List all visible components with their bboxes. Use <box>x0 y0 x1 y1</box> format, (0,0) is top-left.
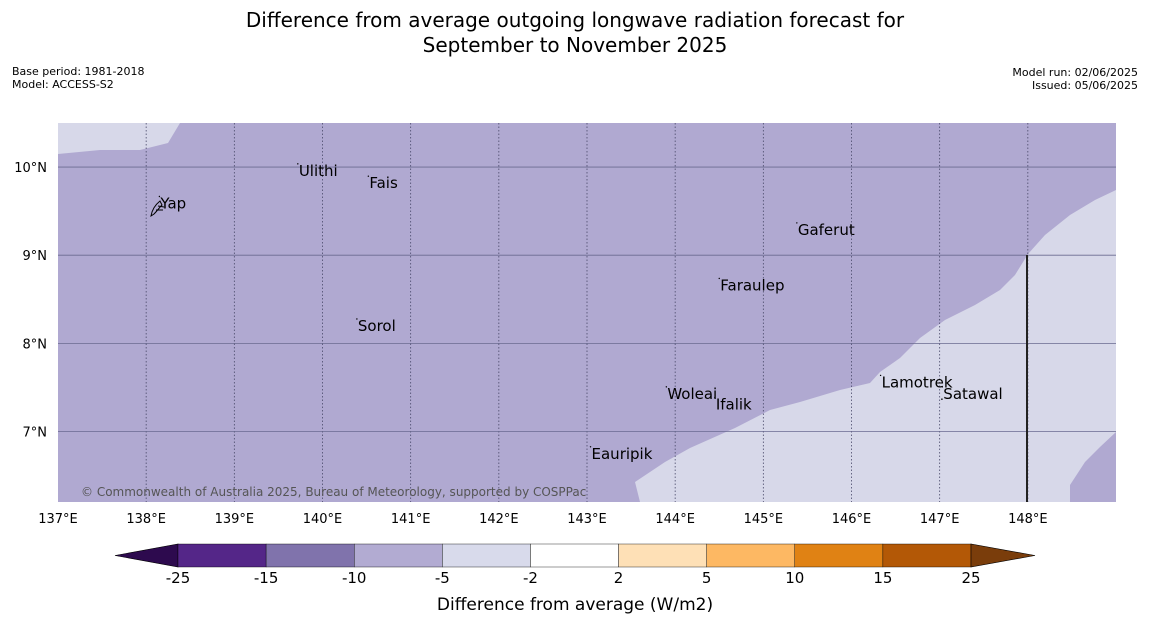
x-tick-label: 146°E <box>832 512 872 527</box>
x-tick-label: 140°E <box>303 512 343 527</box>
place-label-fais: Fais <box>369 174 398 192</box>
copyright-text: © Commonwealth of Australia 2025, Bureau… <box>81 485 586 499</box>
map-place-labels: Yap Ulithi Fais Gaferut Faraulep Sorol WoleaiI… <box>158 162 1003 463</box>
chart-title-line-1: Difference from average outgoing longwav… <box>245 8 905 32</box>
model-run-text: Model run: 02/06/2025 <box>1012 66 1138 79</box>
colorbar-tick-label: -5 <box>435 569 450 587</box>
place-marker <box>589 446 592 448</box>
place-label-sorol: Sorol <box>358 317 396 335</box>
colorbar-bin <box>354 543 443 568</box>
x-tick-label: 145°E <box>744 512 784 527</box>
place-marker <box>356 318 358 320</box>
y-tick-label: 7°N <box>23 425 48 440</box>
small-atoll-dot: . <box>940 389 944 403</box>
colorbar-tick-label: -10 <box>342 569 367 587</box>
chart-title: Difference from average outgoing longwav… <box>0 8 1150 58</box>
region-nw-minus5-to-minus2 <box>58 123 180 154</box>
colorbar-bin <box>530 543 619 568</box>
yap-island-outline <box>150 200 165 218</box>
region-se-minus5-to-minus2 <box>635 190 1116 502</box>
colorbar-over-arrow <box>970 543 1036 568</box>
base-period-text: Base period: 1981-2018 <box>12 65 145 78</box>
colorbar-bin <box>706 543 795 568</box>
colorbar-tick-label: 25 <box>961 569 980 587</box>
colorbar-tick-label: -25 <box>166 569 191 587</box>
place-label-yap: Yap <box>159 194 186 212</box>
issued-text: Issued: 05/06/2025 <box>1031 79 1138 92</box>
meta-right: Model run: 02/06/2025 Issued: 05/06/2025 <box>1012 66 1138 92</box>
x-tick-label: 141°E <box>391 512 431 527</box>
colorbar-bin <box>177 543 267 568</box>
place-label-ulithi: Ulithi <box>299 162 338 180</box>
place-marker <box>665 386 668 388</box>
place-label-gaferut: Gaferut <box>798 221 855 239</box>
colorbar-tick-label: 10 <box>785 569 804 587</box>
chart-title-line-2: September to November 2025 <box>422 33 728 57</box>
y-tick-label: 8°N <box>23 337 48 352</box>
x-tick-label: 142°E <box>479 512 519 527</box>
place-label-lamotrek: Lamotrek <box>882 373 953 391</box>
colorbar-bin <box>442 543 531 568</box>
colorbar-bin <box>882 543 972 568</box>
place-label-eauripik: Eauripik <box>592 445 653 463</box>
model-text: Model: ACCESS-S2 <box>12 78 114 91</box>
place-label-faraulep: Faraulep <box>720 276 784 294</box>
y-tick-label: 9°N <box>23 249 48 264</box>
place-marker <box>796 222 798 224</box>
place-label-satawal: Satawal <box>943 385 1002 403</box>
place-marker <box>297 163 299 165</box>
colorbar-tick-label: 2 <box>614 569 624 587</box>
map-plot-area: Yap Ulithi Fais Gaferut Faraulep Sorol WoleaiI… <box>58 123 1116 502</box>
colorbar-bin <box>265 543 355 568</box>
colorbar-tick-label: -2 <box>523 569 538 587</box>
x-tick-label: 147°E <box>920 512 960 527</box>
place-marker <box>718 277 720 280</box>
x-tick-label: 138°E <box>126 512 166 527</box>
x-axis-tick-labels: 137°E 138°E 139°E 140°E 141°E 142°E 143°E 144°E… <box>38 512 1047 527</box>
colorbar-bin <box>794 543 884 568</box>
x-tick-label: 148°E <box>1008 512 1048 527</box>
colorbar-tick-label: 5 <box>702 569 712 587</box>
colorbar-tick-label: -15 <box>254 569 279 587</box>
colorbar-bin <box>618 543 707 568</box>
place-marker <box>367 175 370 177</box>
place-label-woleai: Woleai <box>667 385 717 403</box>
x-tick-label: 144°E <box>655 512 695 527</box>
place-marker <box>879 374 882 377</box>
place-marker <box>714 396 716 399</box>
colorbar-under-arrow <box>114 543 179 568</box>
y-axis-tick-labels: 10°N 9°N 8°N 7°N <box>14 161 47 440</box>
place-label-ifalik: Ifalik <box>716 395 752 413</box>
colorbar-title: Difference from average (W/m2) <box>437 595 713 615</box>
place-marker <box>941 386 944 388</box>
x-tick-label: 143°E <box>567 512 607 527</box>
x-tick-label: 139°E <box>215 512 255 527</box>
place-marker <box>158 195 161 198</box>
x-tick-label: 137°E <box>38 512 78 527</box>
meta-left: Base period: 1981-2018 Model: ACCESS-S2 <box>12 65 144 91</box>
y-tick-label: 10°N <box>14 161 47 176</box>
colorbar-tick-label: 15 <box>873 569 892 587</box>
